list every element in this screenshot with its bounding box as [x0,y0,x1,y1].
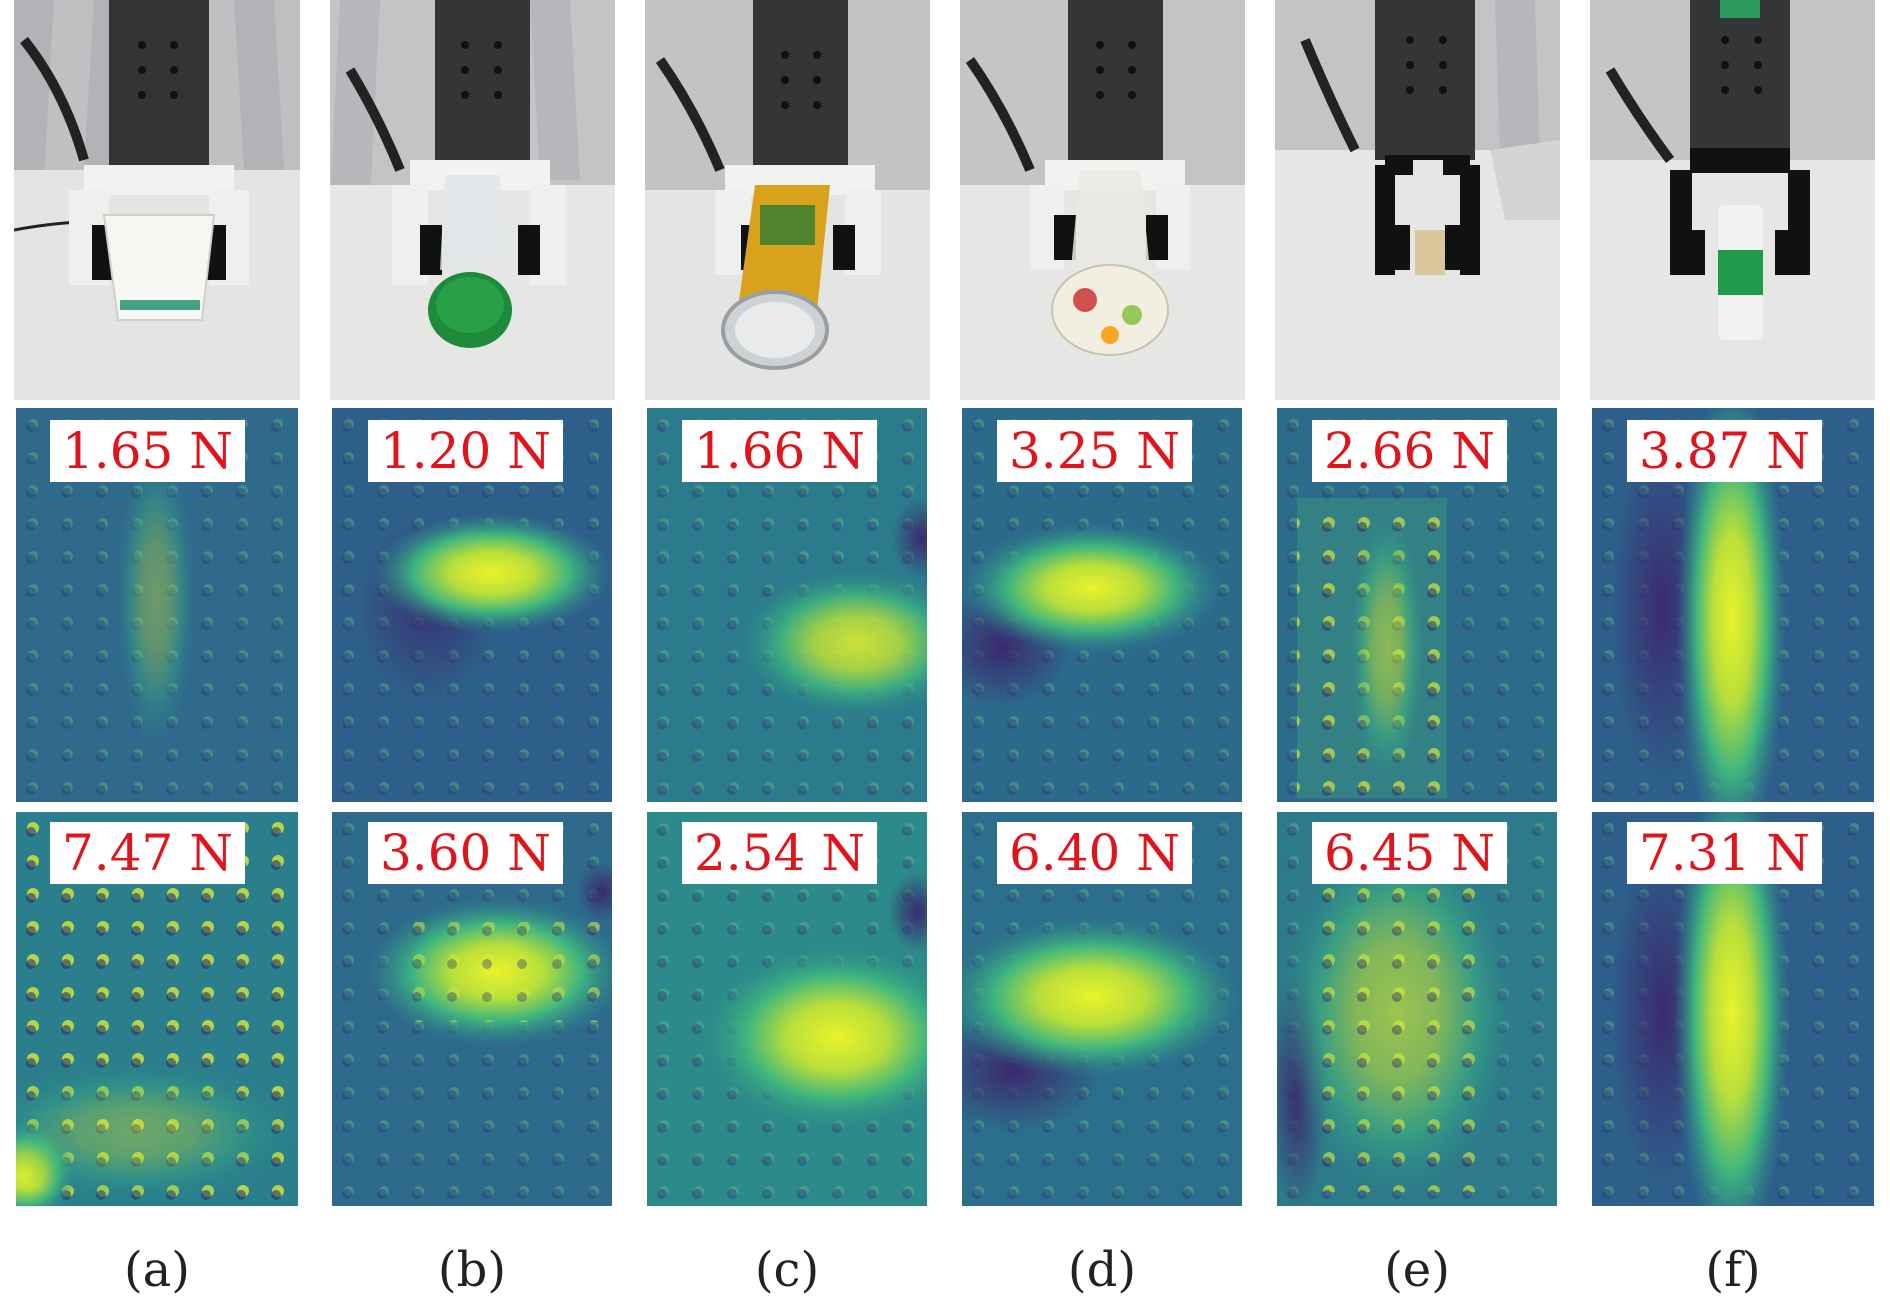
force-label-f-top: 3.87 N [1627,420,1822,482]
force-label-e-bottom: 6.45 N [1312,822,1507,884]
force-label-b-top: 1.20 N [368,420,563,482]
caption-d: (d) [1067,1242,1137,1298]
photo-a [14,0,300,400]
caption-b: (b) [437,1242,507,1298]
force-label-b-bottom: 3.60 N [368,822,563,884]
force-label-d-top: 3.25 N [997,420,1192,482]
paper-cup-icon [102,214,216,321]
force-label-a-bottom: 7.47 N [50,822,245,884]
force-label-e-top: 2.66 N [1312,420,1507,482]
force-label-f-bottom: 7.31 N [1627,822,1822,884]
force-label-c-top: 1.66 N [682,420,877,482]
force-label-d-bottom: 6.40 N [997,822,1192,884]
photo-b [330,0,615,400]
force-label-a-top: 1.65 N [50,420,245,482]
caption-f: (f) [1705,1242,1761,1298]
photo-c [645,0,930,400]
tape-roll-icon [1415,230,1445,275]
caption-c: (c) [754,1242,820,1298]
photo-f [1590,0,1875,400]
glass-jar-icon [1070,170,1150,280]
plastic-bottle-icon [440,175,505,270]
caption-a: (a) [123,1242,191,1298]
force-label-c-bottom: 2.54 N [682,822,877,884]
photo-d [960,0,1245,400]
caption-e: (e) [1384,1242,1450,1298]
photo-e [1275,0,1560,400]
